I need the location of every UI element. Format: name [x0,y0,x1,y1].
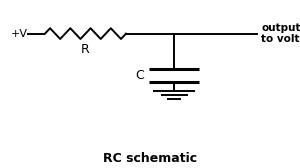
Text: output
to voltmeter: output to voltmeter [261,23,300,44]
Text: RC schematic: RC schematic [103,152,197,165]
Text: R: R [81,43,90,56]
Text: C: C [135,69,144,82]
Text: +V: +V [11,29,28,39]
